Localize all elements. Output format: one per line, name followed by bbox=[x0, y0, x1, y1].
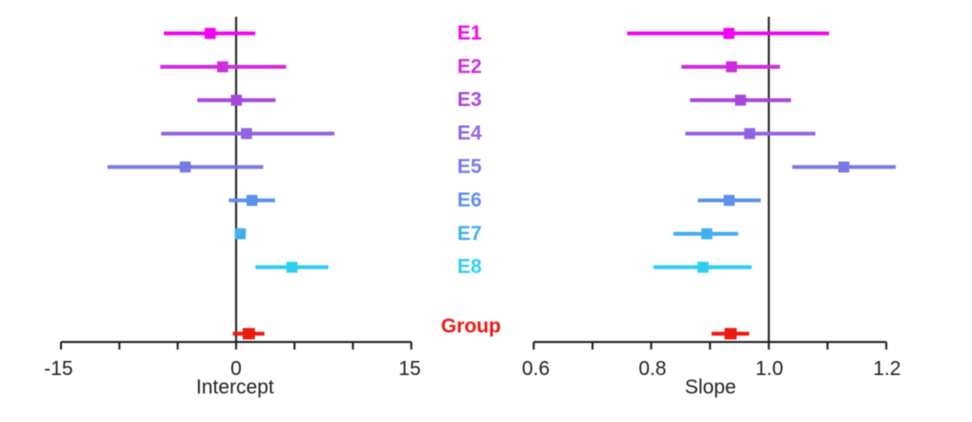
svg-text:E8: E8 bbox=[457, 256, 481, 278]
svg-text:E2: E2 bbox=[457, 56, 481, 78]
svg-text:E3: E3 bbox=[457, 89, 481, 111]
svg-text:E4: E4 bbox=[457, 123, 482, 145]
svg-text:0.6: 0.6 bbox=[522, 358, 550, 380]
svg-text:1.0: 1.0 bbox=[755, 358, 783, 380]
svg-text:E5: E5 bbox=[457, 156, 481, 178]
svg-text:0.8: 0.8 bbox=[639, 358, 667, 380]
svg-text:E7: E7 bbox=[457, 223, 481, 245]
svg-text:0: 0 bbox=[231, 358, 242, 380]
svg-text:Slope: Slope bbox=[685, 377, 736, 399]
svg-text:Group: Group bbox=[441, 316, 501, 338]
svg-text:E1: E1 bbox=[457, 22, 481, 44]
svg-text:1.2: 1.2 bbox=[873, 358, 901, 380]
svg-text:E6: E6 bbox=[457, 189, 481, 211]
svg-text:Intercept: Intercept bbox=[196, 377, 274, 399]
svg-text:15: 15 bbox=[399, 358, 421, 380]
svg-text:-15: -15 bbox=[44, 358, 73, 380]
